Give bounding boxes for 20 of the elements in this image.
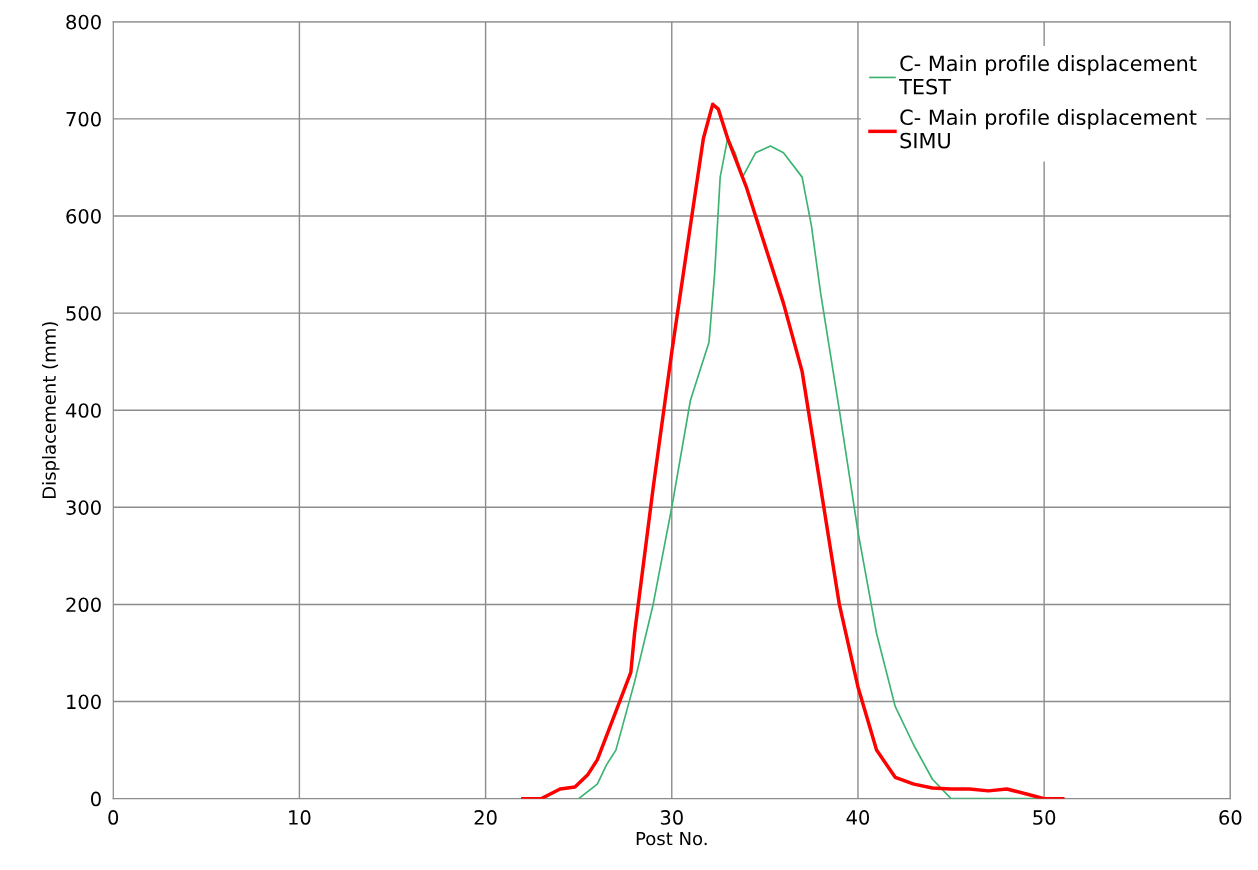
y-tick-label: 600 (66, 208, 101, 224)
y-tick-label: 800 (66, 14, 101, 30)
y-tick-label: 500 (66, 306, 101, 321)
x-tick-label: 30 (660, 810, 683, 825)
x-tick-label: 60 (1219, 810, 1242, 825)
y-tick-label: 100 (67, 694, 101, 710)
legend-label: C- Main profile displacement SIMU (900, 108, 1197, 149)
legend-label: C- Main profile displacement TEST (899, 55, 1197, 95)
x-tick-label: 0 (108, 810, 119, 825)
y-tick-label: 700 (66, 111, 101, 127)
x-tick-label: 10 (289, 810, 311, 825)
y-tick-label: 0 (91, 791, 101, 807)
x-tick-label: 40 (846, 810, 870, 825)
y-tick-label: 400 (65, 403, 101, 418)
y-axis-title: Displacement (mm) (41, 322, 60, 498)
y-tick-label: 200 (66, 597, 101, 613)
x-axis-title: Post No. (636, 831, 707, 846)
y-tick-label: 300 (66, 500, 101, 515)
x-tick-label: 20 (474, 810, 497, 825)
x-tick-label: 50 (1033, 810, 1056, 825)
